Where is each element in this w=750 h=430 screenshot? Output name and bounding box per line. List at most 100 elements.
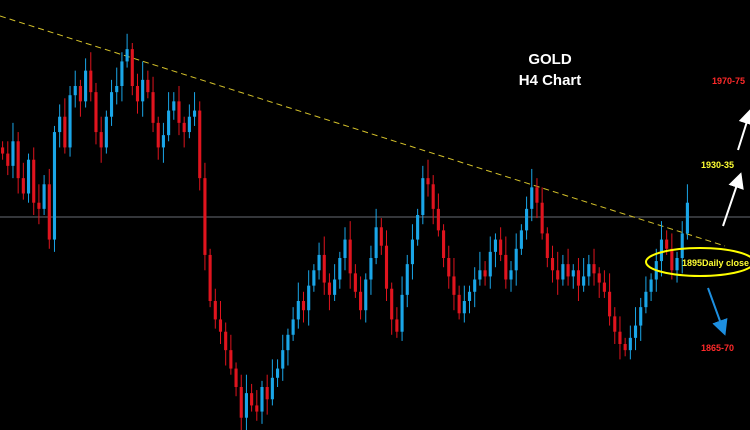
candle-body <box>94 92 98 133</box>
candle-body <box>177 101 181 123</box>
candle-body <box>639 307 643 326</box>
candle-body <box>390 288 394 320</box>
candle-body <box>374 227 378 258</box>
candle-body <box>120 61 124 86</box>
candle-body <box>488 251 492 277</box>
candles-group <box>1 33 689 430</box>
candle-body <box>58 116 62 133</box>
candle-body <box>6 153 10 166</box>
candle-body <box>89 70 93 93</box>
candle-body <box>115 86 119 93</box>
candle-body <box>250 393 254 406</box>
candle-body <box>493 239 498 252</box>
candle-body <box>343 239 347 258</box>
candle-body <box>592 264 596 274</box>
candle-body <box>327 282 331 295</box>
candle-body <box>322 254 326 283</box>
candle-body <box>21 178 25 194</box>
candle-body <box>1 147 5 154</box>
candle-body <box>234 368 238 387</box>
candle-body <box>301 301 306 311</box>
candle-body <box>561 264 565 280</box>
candle-body <box>73 86 77 96</box>
candle-body <box>659 239 664 262</box>
candle-body <box>473 279 477 292</box>
candle-body <box>576 270 581 286</box>
candle-body <box>535 187 539 203</box>
trendline <box>0 15 726 247</box>
candle-body <box>499 239 503 255</box>
candle-body <box>198 110 202 179</box>
candle-body <box>545 233 549 258</box>
chart-subtitle: H4 Chart <box>518 72 582 89</box>
candle-body <box>540 202 544 234</box>
candle-body <box>353 273 357 292</box>
candle-body <box>296 301 300 320</box>
candle-body <box>109 92 114 117</box>
target-high-label: 1970-75 <box>712 76 745 86</box>
candle-body <box>400 294 404 332</box>
candle-body <box>582 276 586 286</box>
candle-body <box>452 276 456 295</box>
candle-body <box>504 254 508 280</box>
candle-body <box>359 291 363 311</box>
candle-body <box>525 208 529 231</box>
candle-body <box>84 70 88 102</box>
candle-body <box>550 258 555 271</box>
candle-body <box>665 239 669 249</box>
candle-body <box>405 264 409 295</box>
candle-body <box>462 301 466 314</box>
candle-body <box>587 264 591 277</box>
candle-body <box>457 294 461 314</box>
candle-body <box>312 270 316 286</box>
candle-body <box>364 279 368 311</box>
candle-body <box>447 258 451 277</box>
candle-body <box>229 350 233 369</box>
candle-body <box>571 270 575 277</box>
target-low-label: 1865-70 <box>701 343 734 353</box>
candle-body <box>99 132 103 148</box>
candle-body <box>47 184 51 240</box>
candle-body <box>384 245 389 289</box>
candle-body <box>218 319 223 332</box>
candle-body <box>431 184 435 209</box>
candle-body <box>379 227 383 246</box>
candle-body <box>281 350 285 369</box>
candle-body <box>146 79 150 93</box>
candle-body <box>286 334 290 351</box>
candle-body <box>608 291 612 317</box>
candle-body <box>213 301 217 320</box>
candle-body <box>104 116 108 148</box>
candle-body <box>478 270 482 280</box>
candle-body <box>644 291 648 308</box>
candle-body <box>333 279 337 295</box>
candle-body <box>649 279 653 292</box>
candle-body <box>224 331 228 351</box>
candle-body <box>172 101 176 111</box>
chart-title: GOLD <box>528 51 572 68</box>
candle-body <box>442 230 446 258</box>
candle-body <box>602 282 606 292</box>
candle-body <box>187 116 191 133</box>
candle-body <box>130 49 134 86</box>
candle-body <box>623 344 627 351</box>
candle-body <box>32 159 36 203</box>
candle-body <box>421 178 425 215</box>
candle-body <box>556 270 560 280</box>
candle-body <box>276 368 280 378</box>
candle-body <box>255 405 259 412</box>
candle-body <box>338 258 342 280</box>
candle-body <box>395 319 399 332</box>
candle-body <box>270 377 274 400</box>
candle-body <box>467 291 472 301</box>
candle-body <box>26 159 31 194</box>
candle-body <box>317 254 321 271</box>
candle-body <box>167 110 171 136</box>
candle-body <box>685 202 689 234</box>
candle-body <box>509 270 513 280</box>
candle-body <box>11 141 15 166</box>
candle-body <box>208 254 212 301</box>
candle-body <box>260 387 264 412</box>
candle-body <box>348 239 352 274</box>
